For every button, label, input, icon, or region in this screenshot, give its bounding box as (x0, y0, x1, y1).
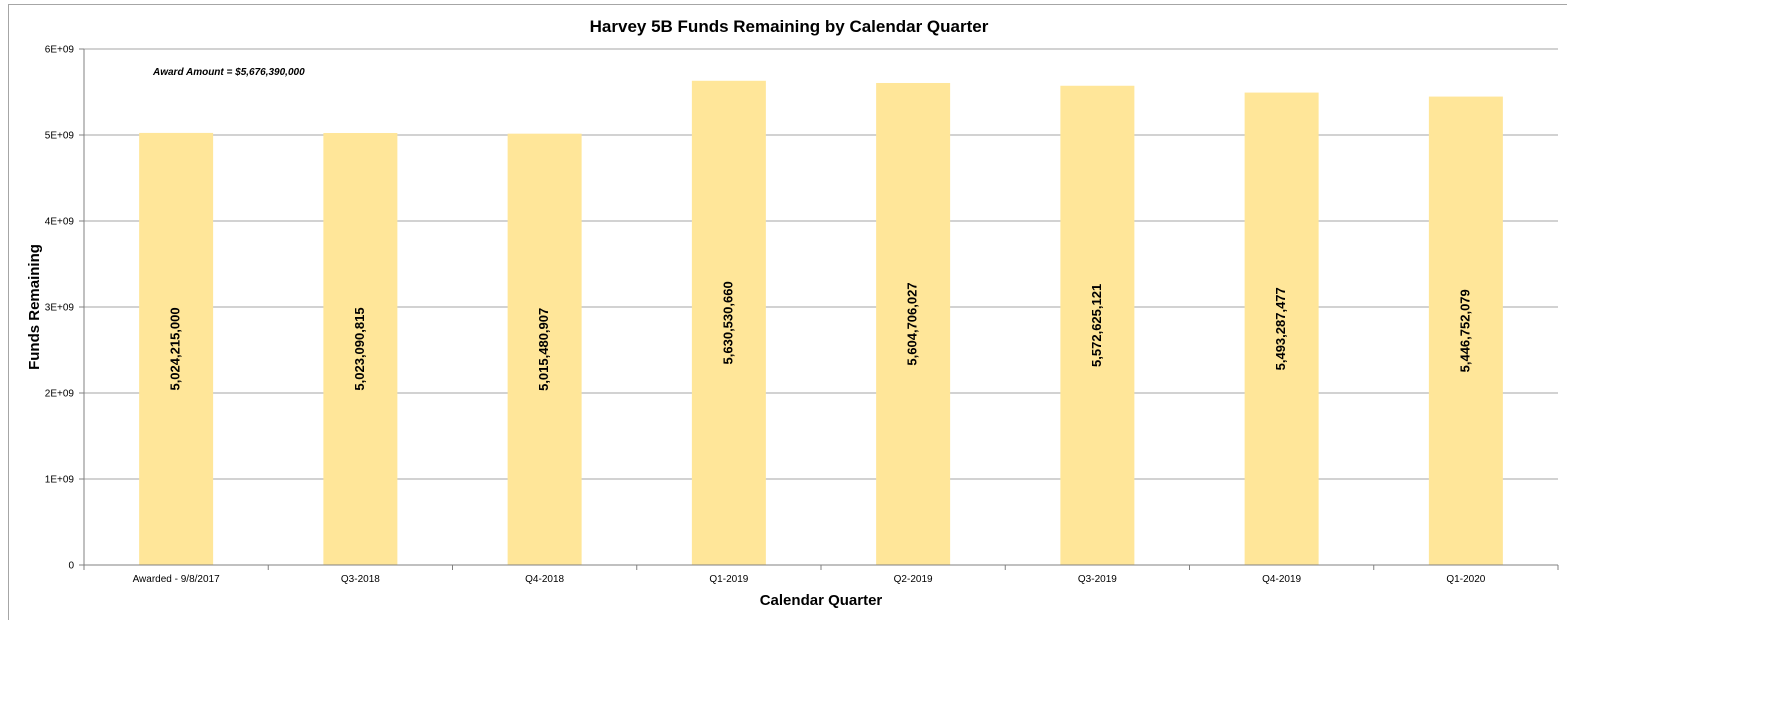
bar (691, 80, 766, 566)
data-label: 5,446,752,079 (1457, 289, 1472, 372)
bar (876, 82, 951, 565)
x-tick-label: Q3-2019 (1078, 574, 1117, 585)
y-tick-label: 2E+09 (45, 389, 75, 400)
y-tick-label: 1E+09 (45, 475, 75, 486)
data-label: 5,493,287,477 (1273, 287, 1288, 370)
y-tick-label: 6E+09 (45, 45, 75, 56)
axes: 0 1E+09 2E+09 3E+09 4E+09 5E+09 6E+09 Awarded -… (45, 45, 1559, 585)
y-tick-label: 3E+09 (45, 303, 75, 314)
x-axis-title: Calendar Quarter (760, 592, 883, 609)
y-axis-title: Funds Remaining (26, 244, 43, 370)
bar (323, 133, 398, 565)
data-label: 5,023,090,815 (352, 307, 367, 390)
data-label: 5,630,530,660 (720, 281, 735, 364)
y-tick-label: 5E+09 (45, 131, 75, 142)
y-tick-label: 4E+09 (45, 217, 75, 228)
data-label: 5,572,625,121 (1089, 284, 1104, 367)
x-tick-label: Awarded - 9/8/2017 (133, 574, 221, 585)
data-labels: 5,024,215,000 5,023,090,815 5,015,480,907 5… (168, 281, 1473, 391)
x-tick-label: Q1-2020 (1446, 574, 1485, 585)
x-tick-label: Q4-2018 (525, 574, 564, 585)
x-tick-label: Q4-2019 (1262, 574, 1301, 585)
gridlines (84, 48, 1558, 480)
x-tick-label: Q3-2018 (341, 574, 380, 585)
x-tick-label: Q2-2019 (894, 574, 933, 585)
award-amount-note: Award Amount = $5,676,390,000 (152, 67, 305, 78)
data-label: 5,604,706,027 (905, 282, 920, 365)
bar (507, 133, 582, 565)
data-label: 5,015,480,907 (536, 308, 551, 391)
x-tick-label: Q1-2019 (709, 574, 748, 585)
data-label: 5,024,215,000 (168, 307, 183, 390)
chart-title: Harvey 5B Funds Remaining by Calendar Qu… (590, 17, 989, 36)
bar (1428, 96, 1503, 566)
bars (139, 80, 1503, 566)
y-tick-label: 0 (68, 561, 74, 572)
bar (139, 132, 214, 565)
chart: Harvey 5B Funds Remaining by Calendar Qu… (26, 17, 1559, 609)
bar (1244, 92, 1319, 566)
bar (1060, 85, 1135, 565)
